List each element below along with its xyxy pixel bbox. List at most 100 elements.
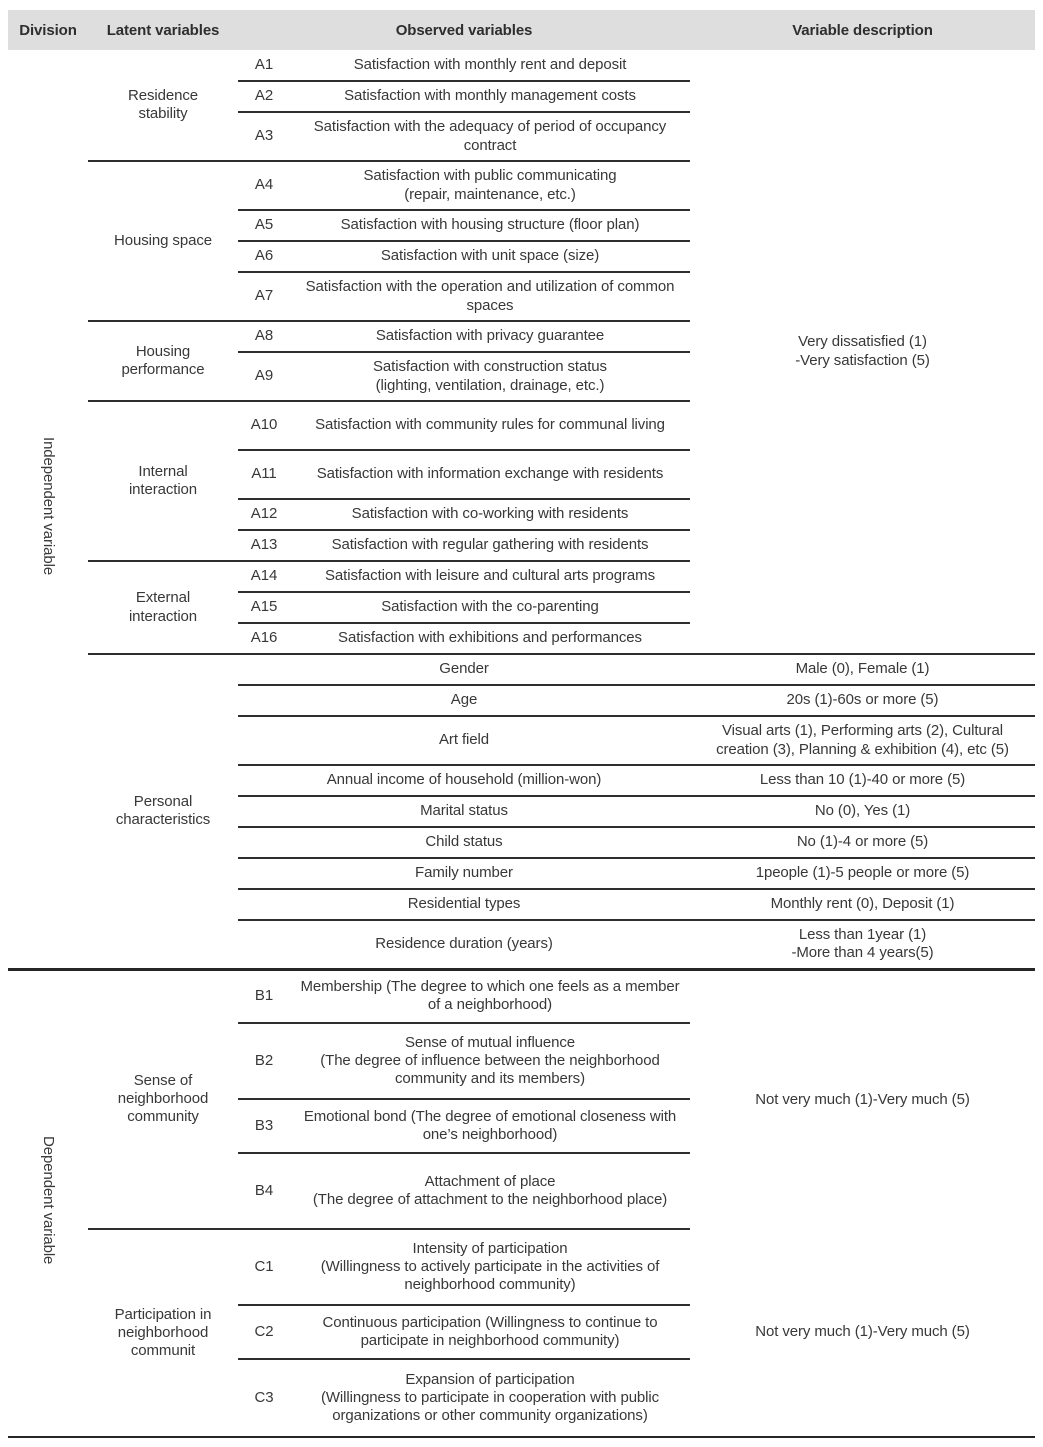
description-sense-scale: Not very much (1)-Very much (5) [755, 1090, 970, 1108]
latent-personal-characteristics: Personal characteristics [88, 654, 238, 971]
observed-cell: Family number [238, 858, 690, 890]
code-cell: B2 [238, 1023, 290, 1100]
code-cell: A15 [238, 592, 290, 624]
code-cell: B1 [238, 969, 290, 1024]
observed-cell: Marital status [238, 796, 690, 828]
code-cell: A16 [238, 623, 290, 655]
observed-cell: Gender [238, 654, 690, 686]
latent-sense-of-neighborhood-community: Sense of neighborhood community [88, 969, 238, 1230]
observed-cell: Expansion of participation (Willingness … [290, 1359, 690, 1438]
latent-residence-stability: Residence stability [88, 50, 238, 162]
table-row: Internal interaction A10 Satisfaction wi… [8, 401, 1035, 562]
table-row: A5 Satisfaction with housing structure (… [8, 210, 1035, 242]
observed-cell: Satisfaction with co-working with reside… [290, 499, 690, 531]
table-row: Child status No (1)-4 or more (5) [8, 827, 1035, 859]
observed-cell: Annual income of household (million-won) [238, 765, 690, 797]
description-cell: Less than 1year (1) -More than 4 years(5… [690, 920, 1035, 971]
observed-cell: Child status [238, 827, 690, 859]
observed-cell: Emotional bond (The degree of emotional … [290, 1099, 690, 1154]
description-participation-scale: Not very much (1)-Very much (5) [690, 1229, 1035, 1438]
latent-internal-interaction: Internal interaction [88, 401, 238, 562]
latent-external-interaction: External interaction [88, 561, 238, 655]
observed-cell: Satisfaction with monthly management cos… [290, 81, 690, 113]
table-row: Independent variable Residence stability… [8, 50, 1035, 971]
code-cell: A8 [238, 321, 290, 353]
table-row: C2 Continuous participation (Willingness… [8, 1305, 1035, 1360]
division-independent-label: Independent variable [40, 437, 58, 576]
observed-cell: Satisfaction with regular gathering with… [290, 530, 690, 562]
observed-cell: Art field [238, 716, 690, 766]
division-dependent-label: Dependent variable [40, 1136, 58, 1265]
observed-cell: Residence duration (years) [238, 920, 690, 971]
table-row: A6 Satisfaction with unit space (size) [8, 241, 1035, 273]
code-cell: A11 [238, 450, 290, 500]
table-row: Family number 1people (1)-5 people or mo… [8, 858, 1035, 890]
latent-housing-performance: Housing performance [88, 321, 238, 402]
table-row: Housing performance A8 Satisfaction with… [8, 321, 1035, 402]
observed-cell: Satisfaction with leisure and cultural a… [290, 561, 690, 593]
table-row: Dependent variable Sense of neighborhood… [8, 969, 1035, 1438]
table-row: Residential types Monthly rent (0), Depo… [8, 889, 1035, 921]
code-cell: A7 [238, 272, 290, 322]
table-row: A16 Satisfaction with exhibitions and pe… [8, 623, 1035, 655]
observed-cell: Continuous participation (Willingness to… [290, 1305, 690, 1360]
code-cell: A5 [238, 210, 290, 242]
header-observed-variables: Observed variables [238, 10, 690, 50]
description-cell: Monthly rent (0), Deposit (1) [690, 889, 1035, 921]
code-cell: A3 [238, 112, 290, 162]
observed-cell: Membership (The degree to which one feel… [290, 969, 690, 1024]
observed-cell: Satisfaction with exhibitions and perfor… [290, 623, 690, 655]
code-cell: A12 [238, 499, 290, 531]
observed-cell: Satisfaction with housing structure (flo… [290, 210, 690, 242]
description-cell: 1people (1)-5 people or more (5) [690, 858, 1035, 890]
code-cell: A6 [238, 241, 290, 273]
observed-cell: Satisfaction with public communicating (… [290, 161, 690, 211]
code-cell: C2 [238, 1305, 290, 1360]
observed-cell: Age [238, 685, 690, 717]
table-row: A2 Satisfaction with monthly management … [8, 81, 1035, 113]
observed-cell: Satisfaction with monthly rent and depos… [290, 50, 690, 82]
observed-cell: Residential types [238, 889, 690, 921]
observed-cell: Sense of mutual influence (The degree of… [290, 1023, 690, 1100]
observed-cell: Satisfaction with the adequacy of period… [290, 112, 690, 162]
table-row: Residence duration (years) Less than 1ye… [8, 920, 1035, 971]
code-cell: A2 [238, 81, 290, 113]
table-row: Art field Visual arts (1), Performing ar… [8, 716, 1035, 766]
code-cell: A13 [238, 530, 290, 562]
description-cell: Less than 10 (1)-40 or more (5) [690, 765, 1035, 797]
code-cell: B4 [238, 1153, 290, 1230]
table-row: A3 Satisfaction with the adequacy of per… [8, 112, 1035, 162]
observed-cell: Satisfaction with information exchange w… [290, 450, 690, 500]
code-cell: A1 [238, 50, 290, 82]
code-cell: A9 [238, 352, 290, 402]
observed-cell: Satisfaction with privacy guarantee [290, 321, 690, 353]
table-row: Age 20s (1)-60s or more (5) [8, 685, 1035, 717]
code-cell: C3 [238, 1359, 290, 1438]
table-row: B2 Sense of mutual influence (The degree… [8, 1023, 1035, 1100]
observed-cell: Attachment of place (The degree of attac… [290, 1153, 690, 1230]
table-row: A13 Satisfaction with regular gathering … [8, 530, 1035, 562]
table-row: Marital status No (0), Yes (1) [8, 796, 1035, 828]
table-header-row: Division Latent variables Observed varia… [8, 10, 1035, 50]
description-cell: Visual arts (1), Performing arts (2), Cu… [690, 716, 1035, 766]
description-cell: 20s (1)-60s or more (5) [690, 685, 1035, 717]
table-row: C3 Expansion of participation (Willingne… [8, 1359, 1035, 1438]
code-cell: A10 [238, 401, 290, 451]
table-row: A12 Satisfaction with co-working with re… [8, 499, 1035, 531]
header-division: Division [8, 10, 88, 50]
code-cell: A4 [238, 161, 290, 211]
observed-cell: Satisfaction with the co-parenting [290, 592, 690, 624]
variables-table: Division Latent variables Observed varia… [8, 10, 1035, 1438]
code-cell: C1 [238, 1229, 290, 1306]
table-row: A15 Satisfaction with the co-parenting [8, 592, 1035, 624]
observed-cell: Satisfaction with community rules for co… [290, 401, 690, 451]
observed-cell: Satisfaction with unit space (size) [290, 241, 690, 273]
table-row: B3 Emotional bond (The degree of emotion… [8, 1099, 1035, 1154]
header-variable-description: Variable description [690, 10, 1035, 50]
description-satisfaction-scale: Very dissatisfied (1) -Very satisfaction… [690, 50, 1035, 655]
table-row: A11 Satisfaction with information exchan… [8, 450, 1035, 500]
table-row: A9 Satisfaction with construction status… [8, 352, 1035, 402]
observed-cell: Satisfaction with construction status (l… [290, 352, 690, 402]
code-cell: B3 [238, 1099, 290, 1154]
observed-cell: Intensity of participation (Willingness … [290, 1229, 690, 1306]
